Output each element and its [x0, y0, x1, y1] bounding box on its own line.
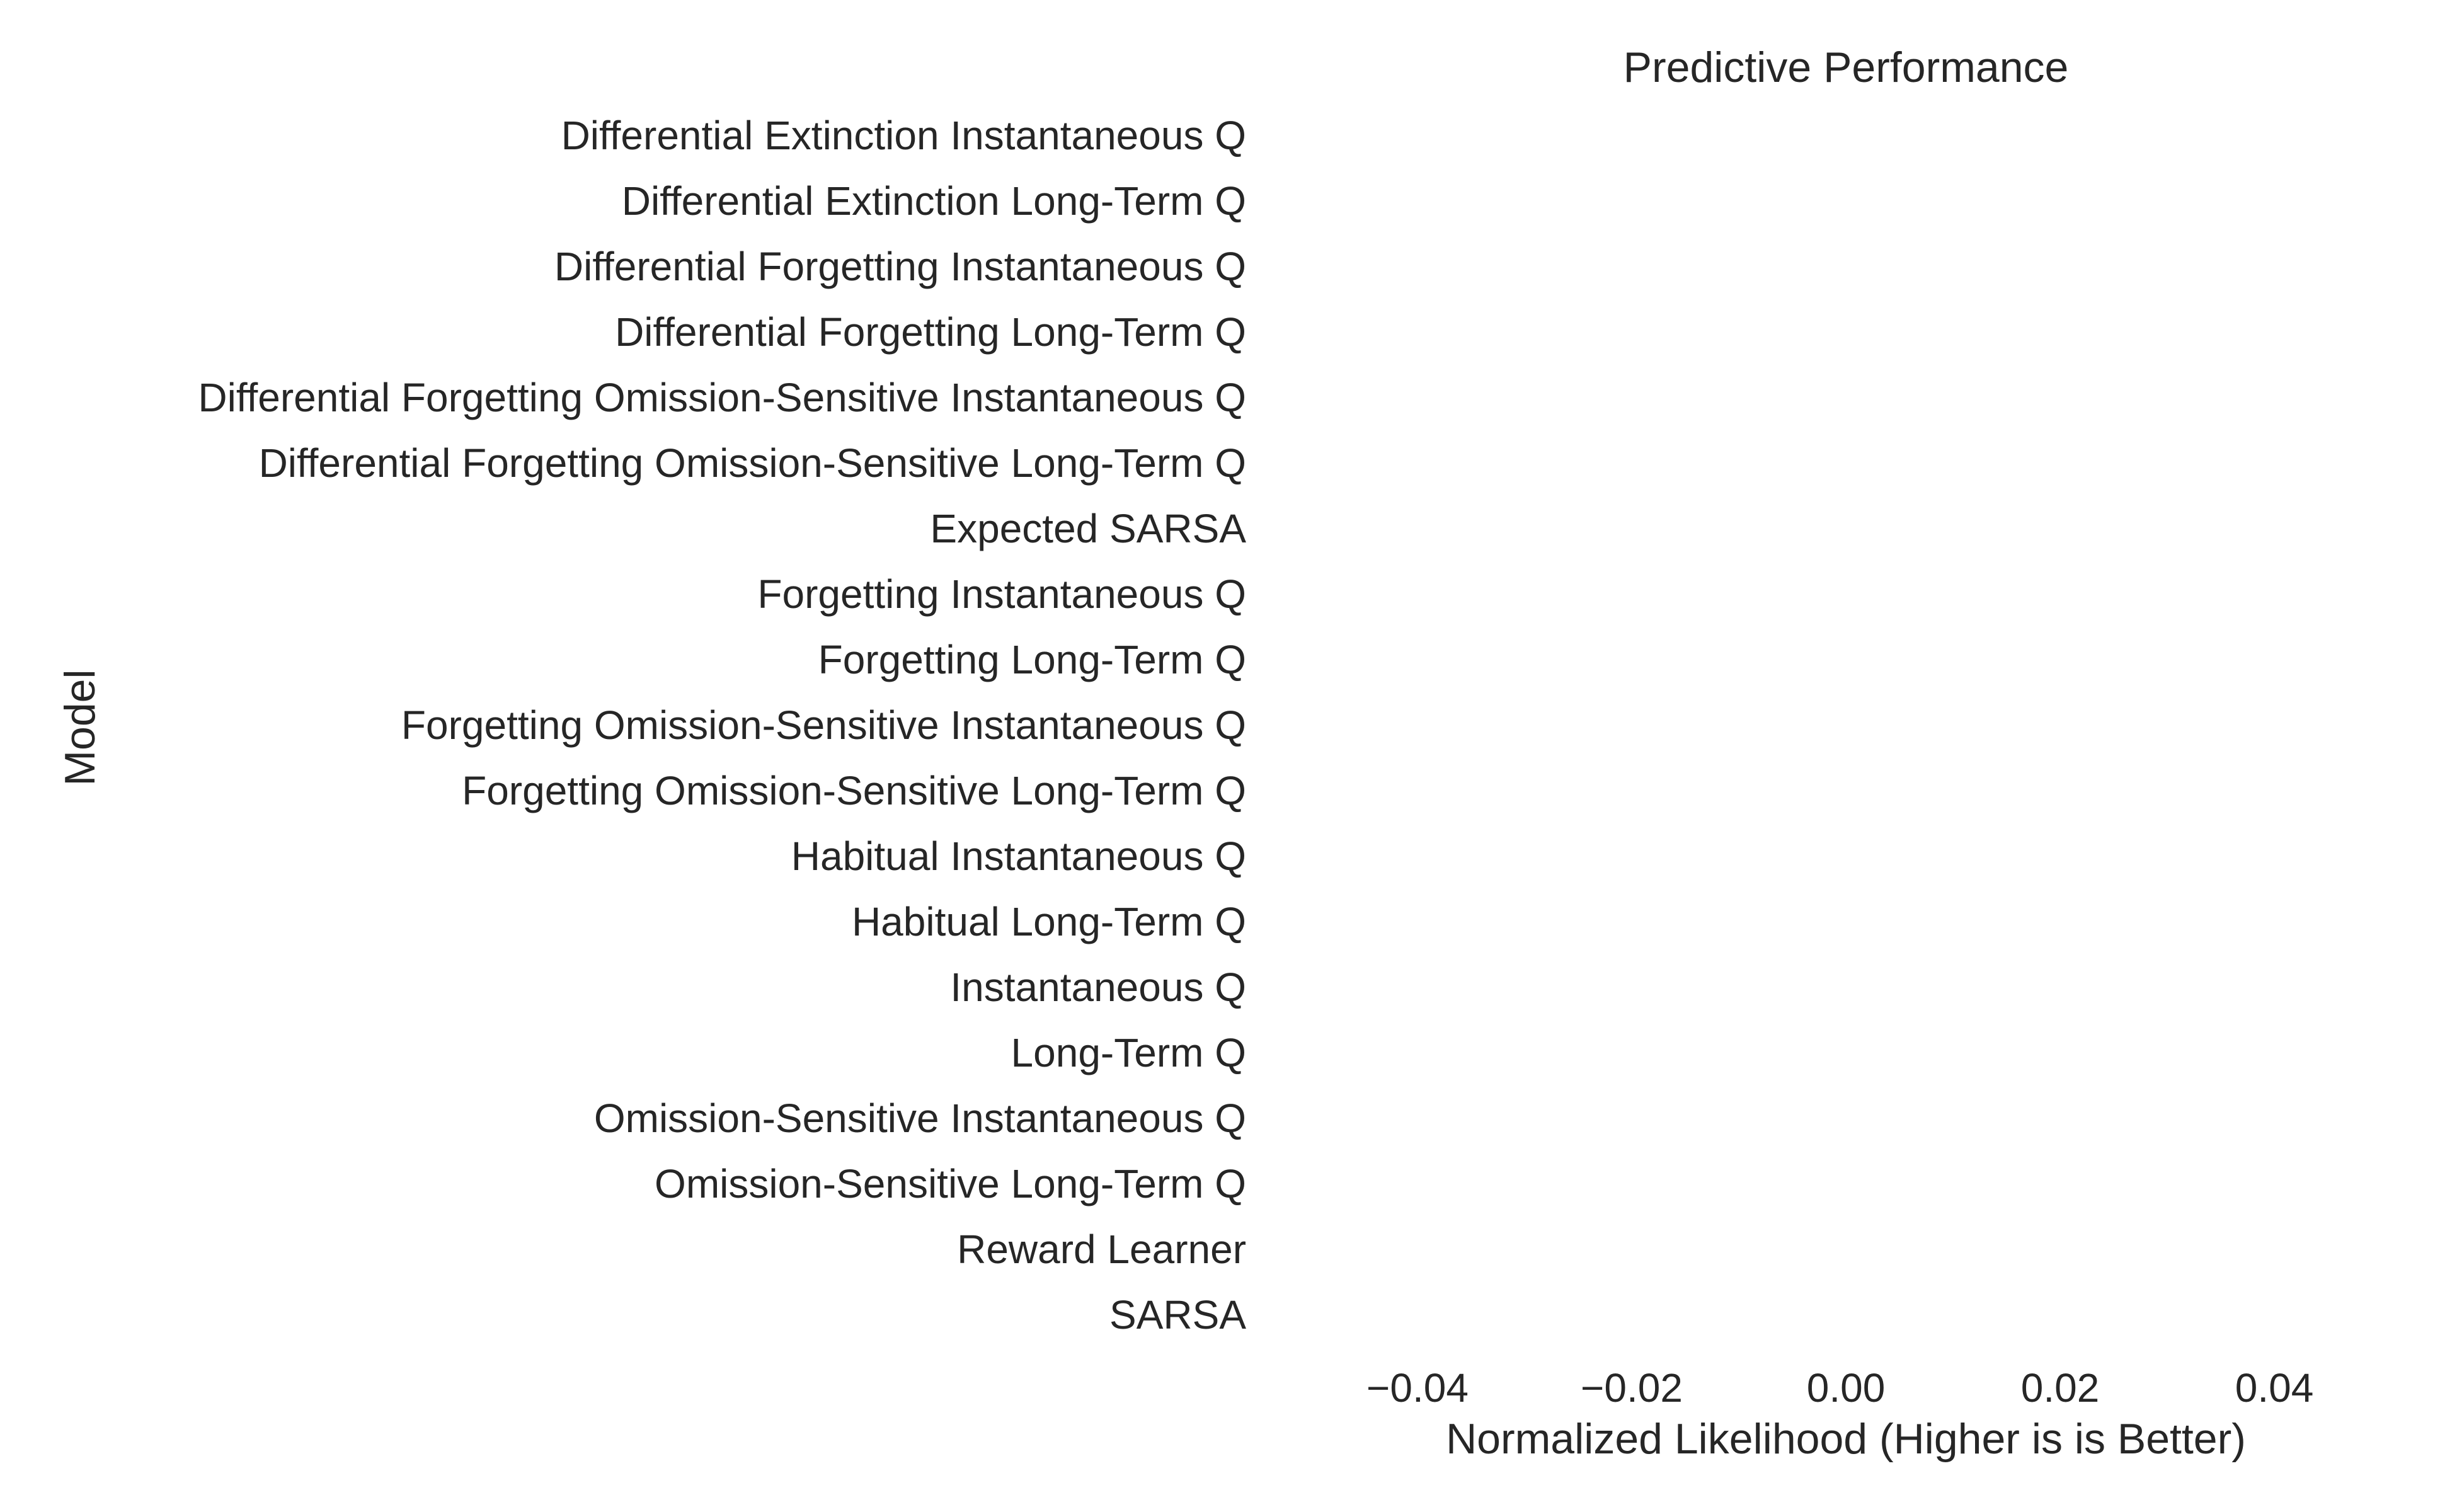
y-tick-label: Forgetting Omission-Sensitive Long-Term … [462, 768, 1246, 813]
y-tick-label: Differential Extinction Long-Term Q [622, 178, 1246, 224]
y-tick-label: Differential Forgetting Instantaneous Q [554, 244, 1246, 289]
y-axis-label: Model [56, 669, 104, 786]
x-tick-label: 0.00 [1807, 1365, 1886, 1411]
x-tick-label: 0.02 [2021, 1365, 2100, 1411]
x-tick-label: −0.02 [1581, 1365, 1683, 1411]
x-tick-label: 0.04 [2235, 1365, 2314, 1411]
y-tick-labels: Differential Extinction Instantaneous Q D… [198, 113, 1246, 1337]
y-tick-label: Instantaneous Q [950, 965, 1246, 1010]
chart-title: Predictive Performance [1624, 43, 2069, 91]
y-tick-label: Forgetting Instantaneous Q [757, 571, 1246, 617]
y-tick-label: Omission-Sensitive Instantaneous Q [594, 1096, 1246, 1141]
y-tick-label: Habitual Instantaneous Q [791, 833, 1246, 879]
y-tick-label: Habitual Long-Term Q [852, 899, 1246, 944]
y-tick-label: Long-Term Q [1011, 1030, 1246, 1075]
x-tick-label: −0.04 [1366, 1365, 1469, 1411]
x-tick-labels: −0.04 −0.02 0.00 0.02 0.04 [1366, 1365, 2313, 1411]
y-tick-label: Differential Forgetting Long-Term Q [615, 309, 1246, 355]
y-tick-label: Omission-Sensitive Long-Term Q [655, 1161, 1246, 1206]
x-axis-label: Normalized Likelihood (Higher is is Bett… [1446, 1415, 2246, 1463]
y-tick-label: Forgetting Omission-Sensitive Instantane… [401, 702, 1246, 748]
y-tick-label: Differential Extinction Instantaneous Q [561, 113, 1246, 158]
y-tick-label: SARSA [1109, 1292, 1246, 1337]
y-tick-label: Forgetting Long-Term Q [818, 637, 1246, 682]
y-tick-label: Differential Forgetting Omission-Sensiti… [259, 440, 1246, 486]
y-tick-label: Differential Forgetting Omission-Sensiti… [198, 375, 1246, 420]
y-tick-label: Reward Learner [957, 1227, 1246, 1272]
y-tick-label: Expected SARSA [930, 506, 1246, 551]
